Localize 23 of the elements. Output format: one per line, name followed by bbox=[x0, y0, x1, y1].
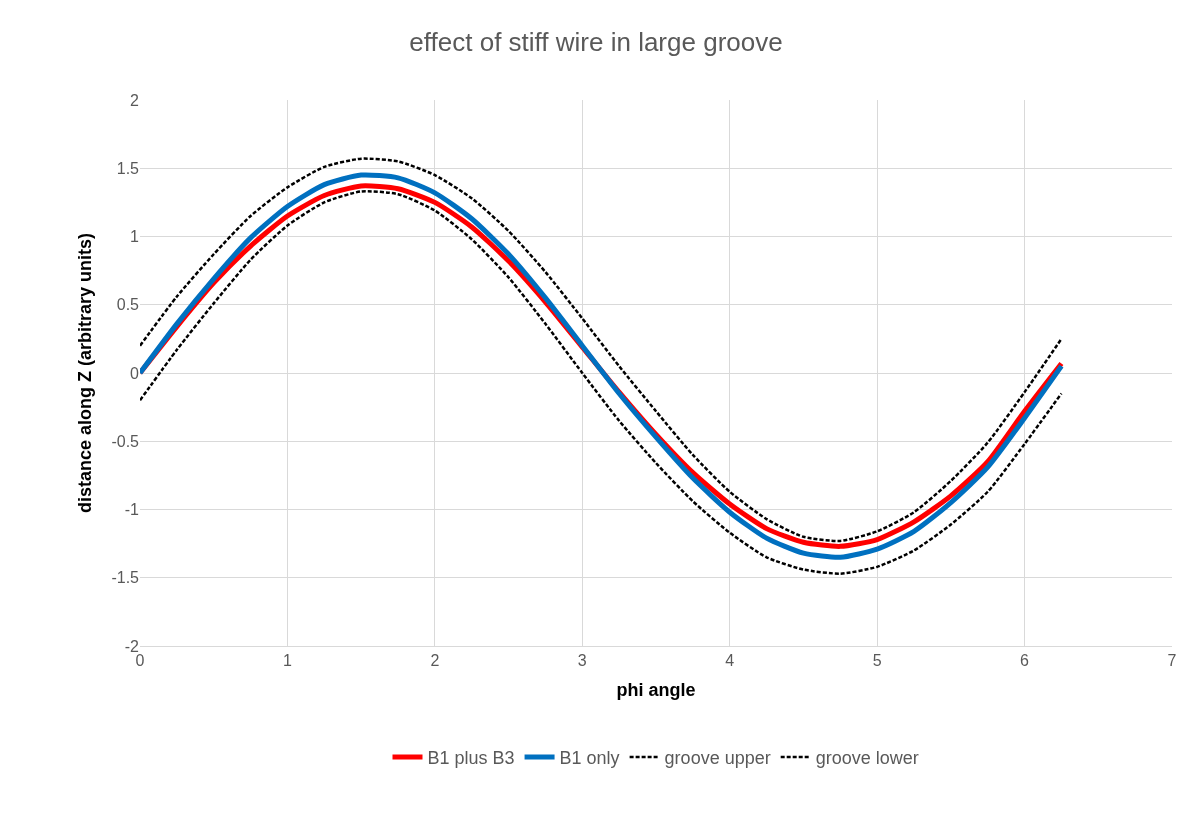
x-tick-label: 2 bbox=[430, 652, 440, 670]
x-tick-label: 1 bbox=[282, 652, 292, 670]
y-tick-label: -0.5 bbox=[111, 432, 140, 450]
chart-title: effect of stiff wire in large groove bbox=[409, 26, 783, 57]
y-tick-label: 0 bbox=[130, 364, 140, 382]
y-tick-label: 0.5 bbox=[116, 296, 140, 314]
y-tick-label: 2 bbox=[130, 91, 140, 109]
y-tick-label: -1 bbox=[124, 501, 140, 519]
x-tick-label: 4 bbox=[725, 652, 735, 670]
legend-label: groove lower bbox=[815, 748, 919, 769]
x-axis-title: phi angle bbox=[616, 680, 696, 701]
y-tick-label: -1.5 bbox=[111, 569, 140, 587]
y-tick-label: -2 bbox=[124, 637, 140, 655]
x-tick-label: 5 bbox=[872, 652, 882, 670]
legend-label: B1 only bbox=[559, 748, 620, 769]
x-tick-label: 3 bbox=[577, 652, 587, 670]
y-tick-label: 1.5 bbox=[116, 159, 140, 177]
x-tick-label: 6 bbox=[1020, 652, 1030, 670]
y-axis-title: distance along Z (arbitrary units) bbox=[74, 232, 95, 514]
x-tick-label: 7 bbox=[1167, 652, 1177, 670]
y-tick-label: 1 bbox=[130, 228, 140, 246]
legend-label: B1 plus B3 bbox=[427, 748, 515, 769]
legend-label: groove upper bbox=[664, 748, 771, 769]
